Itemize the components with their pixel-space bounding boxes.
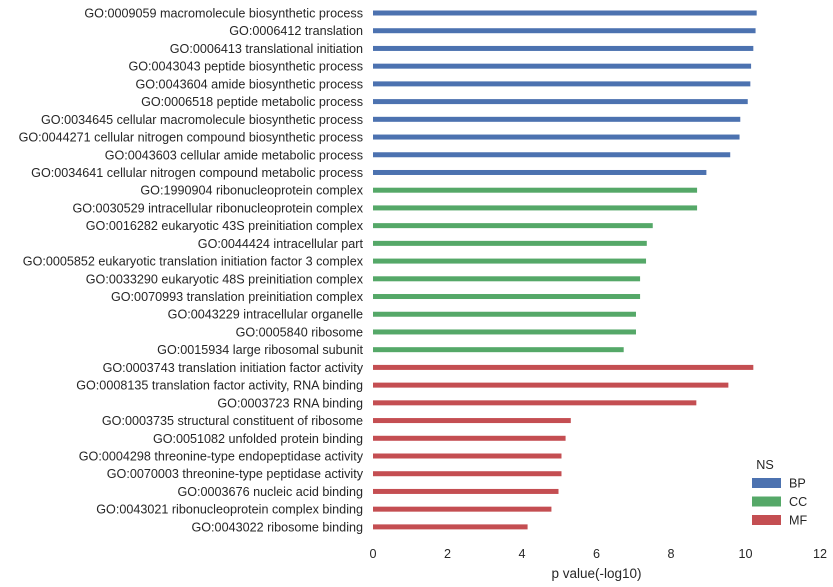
- bar-cc: [373, 223, 653, 229]
- bar-bp: [373, 134, 740, 140]
- bar-cc: [373, 240, 647, 246]
- bar-mf: [373, 453, 562, 459]
- bar-bp: [373, 81, 751, 87]
- bar-cc: [373, 311, 636, 317]
- category-label: GO:0003723 RNA binding: [217, 396, 363, 410]
- category-label: GO:0003676 nucleic acid binding: [177, 485, 363, 499]
- legend-swatch-bp: [752, 478, 781, 488]
- bar-mf: [373, 435, 566, 441]
- legend-swatch-mf: [752, 515, 781, 525]
- legend-label-cc: CC: [789, 495, 807, 509]
- bar-mf: [373, 364, 754, 370]
- category-label: GO:0005840 ribosome: [236, 325, 363, 339]
- category-label: GO:0015934 large ribosomal subunit: [157, 343, 363, 357]
- bar-cc: [373, 329, 636, 335]
- bar-bp: [373, 45, 754, 51]
- category-label: GO:0070003 threonine-type peptidase acti…: [107, 467, 364, 481]
- bar-cc: [373, 276, 641, 282]
- bar-cc: [373, 258, 647, 264]
- bar-bp: [373, 169, 707, 175]
- legend-label-bp: BP: [789, 477, 806, 491]
- bar-cc: [373, 294, 641, 300]
- bar-cc: [373, 347, 624, 353]
- category-label: GO:0016282 eukaryotic 43S preinitiation …: [86, 219, 364, 233]
- bars-group: [373, 10, 757, 530]
- category-label: GO:0044271 cellular nitrogen compound bi…: [19, 131, 363, 145]
- bar-mf: [373, 524, 528, 530]
- bar-bp: [373, 116, 741, 122]
- category-label: GO:0006518 peptide metabolic process: [141, 95, 363, 109]
- x-tick-label: 0: [369, 547, 376, 561]
- category-label: GO:0043022 ribosome binding: [191, 520, 363, 534]
- legend-swatch-cc: [752, 496, 781, 507]
- x-axis-title: p value(-log10): [551, 566, 641, 581]
- bar-cc: [373, 205, 698, 211]
- category-label: GO:0043229 intracellular organelle: [168, 308, 363, 322]
- category-label: GO:0030529 intracellular ribonucleoprote…: [72, 201, 363, 215]
- category-label: GO:0044424 intracellular part: [198, 237, 364, 251]
- x-tick-label: 8: [667, 547, 674, 561]
- category-label: GO:0034641 cellular nitrogen compound me…: [31, 166, 363, 180]
- bar-bp: [373, 63, 752, 69]
- legend: NS BP CC MF: [752, 458, 807, 528]
- x-tick-label: 4: [518, 547, 525, 561]
- category-label: GO:0003743 translation initiation factor…: [103, 361, 364, 375]
- category-label: GO:0043043 peptide biosynthetic process: [128, 60, 363, 74]
- bar-mf: [373, 418, 571, 424]
- bar-cc: [373, 187, 698, 193]
- category-label: GO:0043021 ribonucleoprotein complex bin…: [96, 503, 363, 517]
- x-tick-label: 10: [738, 547, 752, 561]
- legend-title: NS: [756, 458, 774, 472]
- category-label: GO:0051082 unfolded protein binding: [153, 432, 363, 446]
- bar-mf: [373, 488, 559, 494]
- x-tick-label: 2: [444, 547, 451, 561]
- category-label: GO:1990904 ribonucleoprotein complex: [140, 184, 363, 198]
- x-tick-labels-group: 0 2 4 6 8 10 12: [369, 547, 827, 561]
- category-label: GO:0034645 cellular macromolecule biosyn…: [41, 113, 363, 127]
- category-label: GO:0006412 translation: [229, 24, 363, 38]
- x-tick-label: 6: [593, 547, 600, 561]
- bar-mf: [373, 400, 697, 406]
- category-label: GO:0043603 cellular amide metabolic proc…: [105, 148, 363, 162]
- category-label: GO:0009059 macromolecule biosynthetic pr…: [84, 7, 363, 21]
- bar-bp: [373, 10, 757, 16]
- bar-bp: [373, 152, 731, 158]
- bar-mf: [373, 471, 562, 477]
- category-label: GO:0008135 translation factor activity, …: [76, 379, 363, 393]
- category-label: GO:0004298 threonine-type endopeptidase …: [79, 450, 364, 464]
- category-label: GO:0043604 amide biosynthetic process: [135, 77, 363, 91]
- category-label: GO:0005852 eukaryotic translation initia…: [23, 255, 364, 269]
- bar-mf: [373, 382, 729, 388]
- category-label: GO:0003735 structural constituent of rib…: [102, 414, 363, 428]
- x-tick-label: 12: [813, 547, 827, 561]
- category-label: GO:0006413 translational initiation: [170, 42, 363, 56]
- legend-label-mf: MF: [789, 514, 807, 528]
- bar-mf: [373, 506, 552, 512]
- bar-bp: [373, 28, 756, 34]
- category-labels-group: GO:0009059 macromolecule biosynthetic pr…: [19, 7, 364, 535]
- category-label: GO:0070993 translation preinitiation com…: [111, 290, 364, 304]
- category-label: GO:0033290 eukaryotic 48S preinitiation …: [86, 272, 364, 286]
- bar-bp: [373, 99, 748, 105]
